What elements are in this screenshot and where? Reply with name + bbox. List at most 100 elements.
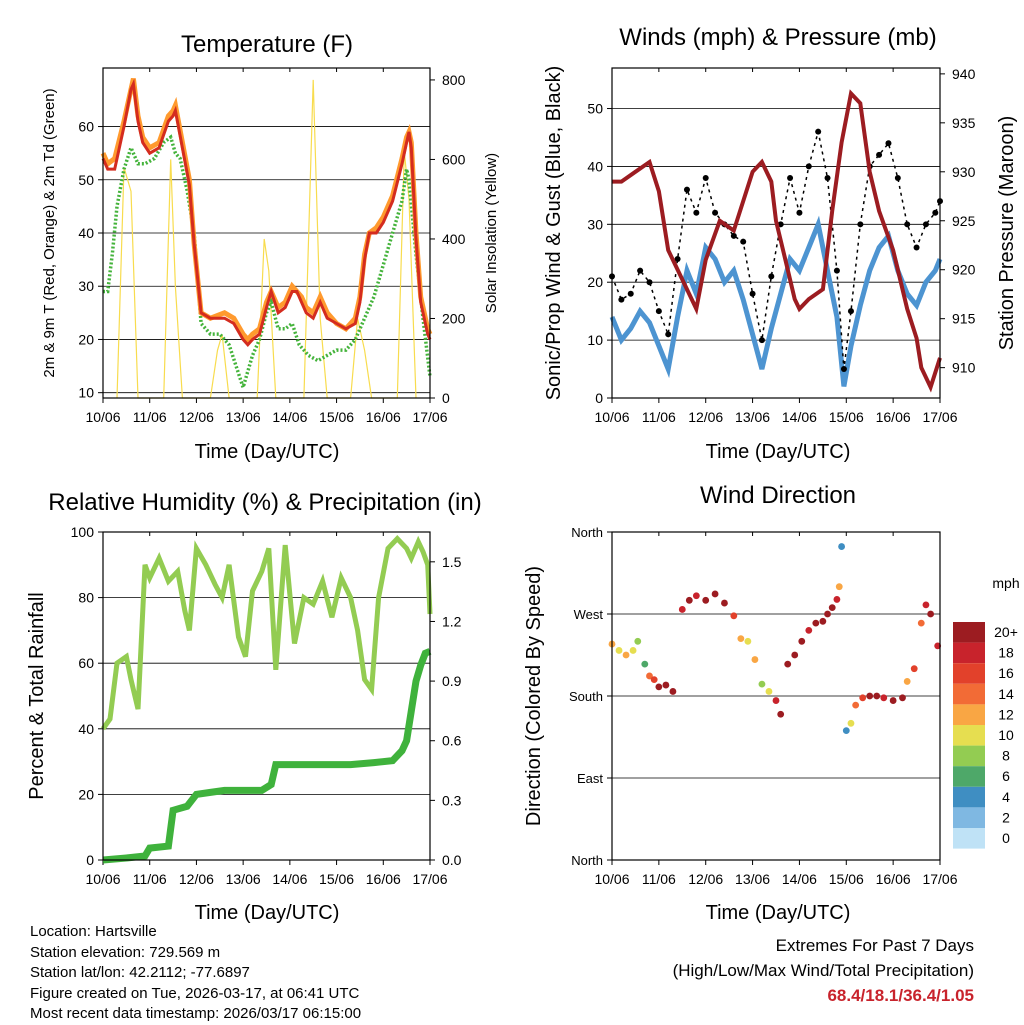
direction-point — [866, 692, 874, 700]
y-axis-label: Direction (Colored By Speed) — [523, 566, 545, 826]
x-tick-label: 17/06 — [412, 871, 447, 887]
x-tick-label: 16/06 — [876, 409, 911, 425]
direction-point — [751, 656, 759, 663]
direction-point — [838, 543, 845, 550]
colorbar-swatch — [953, 786, 985, 808]
y-tick-label: 10 — [78, 385, 94, 401]
x-tick-label: 17/06 — [922, 409, 957, 425]
plot-frame — [611, 531, 941, 861]
direction-point — [852, 701, 860, 709]
x-tick-label: 16/06 — [366, 871, 401, 887]
y-right-tick-label: 920 — [952, 262, 976, 278]
elevation-text: Station elevation: 729.569 m — [30, 943, 221, 961]
y-tick-label: 40 — [78, 721, 94, 737]
y-right-tick-label: 200 — [442, 310, 466, 326]
y-axis-label: Percent & Total Rainfall — [26, 592, 48, 800]
x-tick-label: 17/06 — [412, 409, 447, 425]
x-tick-label: 17/06 — [922, 871, 957, 887]
y-right-tick-label: 0 — [442, 390, 450, 406]
x-tick-label: 10/06 — [594, 871, 629, 887]
wind-direction-panel: North East South West North 10/06 11/06 12/06 13… — [523, 482, 958, 924]
direction-point — [880, 694, 888, 702]
y-right-tick-label: 0.0 — [442, 852, 462, 868]
direction-point — [646, 672, 653, 680]
direction-point — [685, 596, 693, 604]
direction-point — [634, 637, 642, 645]
gust-point — [904, 221, 911, 228]
x-tick-label: 13/06 — [735, 871, 770, 887]
direction-point — [655, 683, 663, 691]
gust-point — [805, 163, 812, 170]
y-tick-label: South — [569, 689, 603, 704]
x-tick-label: 11/06 — [642, 409, 676, 425]
y-axis-label: 2m & 9m T (Red, Orange) & 2m Td (Green) — [41, 88, 58, 377]
gust-point — [618, 296, 625, 303]
direction-point — [847, 719, 855, 727]
direction-point — [828, 604, 836, 612]
gust-point — [932, 209, 939, 216]
direction-point — [765, 688, 773, 695]
direction-point — [812, 619, 820, 627]
plot-frame — [102, 531, 431, 861]
direction-point — [791, 651, 799, 659]
x-tick-label: 15/06 — [319, 871, 354, 887]
x-tick-label: 15/06 — [829, 409, 864, 425]
panel-title: Temperature (F) — [181, 31, 353, 58]
x-tick-label: 10/06 — [85, 871, 120, 887]
y-right-tick-label: 800 — [442, 72, 466, 88]
y-tick-label: 0 — [595, 390, 603, 406]
x-tick-label: 16/06 — [366, 409, 401, 425]
temp-2m-line — [100, 78, 433, 344]
colorbar-swatch — [953, 807, 985, 828]
temp-9m-line — [101, 78, 432, 348]
direction-point — [934, 642, 942, 650]
pressure-line — [612, 89, 942, 393]
y-tick-label: 30 — [78, 278, 94, 294]
colorbar-swatch — [953, 704, 985, 725]
direction-point — [903, 678, 911, 685]
direction-point — [629, 647, 637, 654]
x-tick-label: 12/06 — [179, 871, 214, 887]
x-tick-label: 12/06 — [688, 409, 723, 425]
direction-point — [678, 606, 686, 613]
y-tick-label: East — [577, 771, 603, 786]
location-text: Location: Hartsville — [30, 923, 157, 940]
y-right-axis-label: Station Pressure (Maroon) — [996, 116, 1018, 351]
direction-point — [711, 590, 719, 598]
direction-point — [744, 637, 752, 645]
gust-point — [646, 279, 653, 286]
direction-point — [758, 680, 766, 688]
direction-point — [622, 651, 630, 659]
direction-point — [819, 617, 827, 625]
gust-point — [768, 273, 775, 280]
colorbar-swatch — [953, 642, 985, 664]
extremes-title: Extremes For Past 7 Days — [775, 936, 974, 955]
x-tick-label: 11/06 — [642, 871, 676, 887]
colorbar-label: 12 — [998, 706, 1014, 722]
colorbar-label: 16 — [998, 665, 1014, 681]
gust-point — [674, 256, 681, 263]
y-tick-label: 0 — [86, 852, 94, 868]
direction-point — [662, 681, 670, 689]
station-info: Location: Hartsville Station elevation: … — [30, 922, 361, 1025]
colorbar-label: 4 — [1002, 789, 1010, 805]
y-tick-label: 60 — [78, 655, 94, 671]
colorbar-swatch — [953, 725, 985, 746]
x-tick-label: 15/06 — [319, 409, 354, 425]
y-tick-label: 80 — [78, 590, 94, 606]
colorbar-swatch — [953, 683, 985, 705]
x-tick-label: 14/06 — [782, 871, 817, 887]
y-right-tick-label: 940 — [952, 66, 976, 82]
created-text: Figure created on Tue, 2026-03-17, at 06… — [30, 984, 360, 1002]
colorbar-label: 10 — [998, 727, 1014, 743]
gust-point — [847, 308, 854, 315]
x-tick-label: 15/06 — [829, 871, 864, 887]
y-right-tick-label: 0.9 — [442, 673, 462, 689]
y-right-tick-label: 1.2 — [442, 613, 462, 629]
y-tick-label: 40 — [78, 225, 94, 241]
recent-text: Most recent data timestamp: 2026/03/17 0… — [30, 1005, 362, 1022]
colorbar-label: 6 — [1002, 768, 1010, 784]
colorbar-label: 0 — [1002, 830, 1010, 846]
gust-point — [683, 186, 690, 193]
